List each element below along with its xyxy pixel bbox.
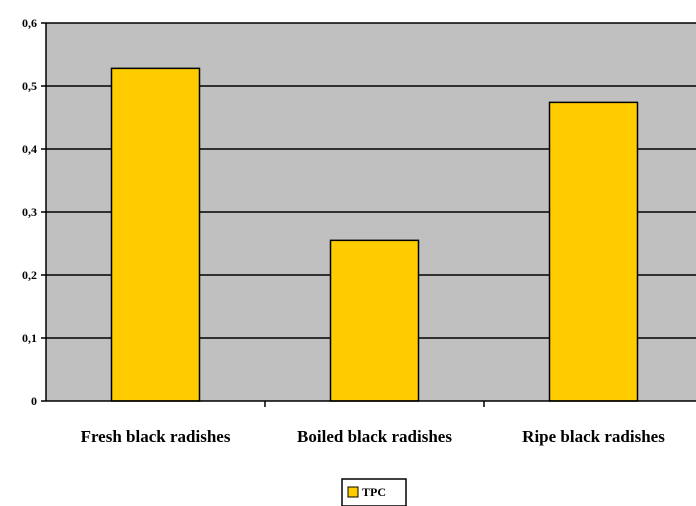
legend: TPC: [341, 478, 407, 506]
y-tick-label: 0,5: [22, 79, 37, 93]
bars: [110, 67, 639, 402]
x-axis-labels: Fresh black radishes Boiled black radishe…: [81, 427, 666, 446]
x-category-label: Boiled black radishes: [297, 427, 452, 446]
legend-label: TPC: [362, 485, 386, 499]
x-category-label: Ripe black radishes: [522, 427, 665, 446]
x-category-label: Fresh black radishes: [81, 427, 231, 446]
y-axis-ticks: 0 0,1 0,2 0,3 0,4 0,5 0,6: [22, 16, 46, 408]
y-tick-label: 0,2: [22, 268, 37, 282]
y-tick-label: 0,6: [22, 16, 37, 30]
bar: [110, 67, 201, 402]
y-tick-label: 0,4: [22, 142, 37, 156]
bar: [548, 101, 639, 402]
legend-swatch: [347, 486, 359, 498]
y-tick-label: 0,3: [22, 205, 37, 219]
y-tick-label: 0,1: [22, 331, 37, 345]
bar: [329, 239, 420, 402]
y-tick-label: 0: [31, 394, 37, 408]
